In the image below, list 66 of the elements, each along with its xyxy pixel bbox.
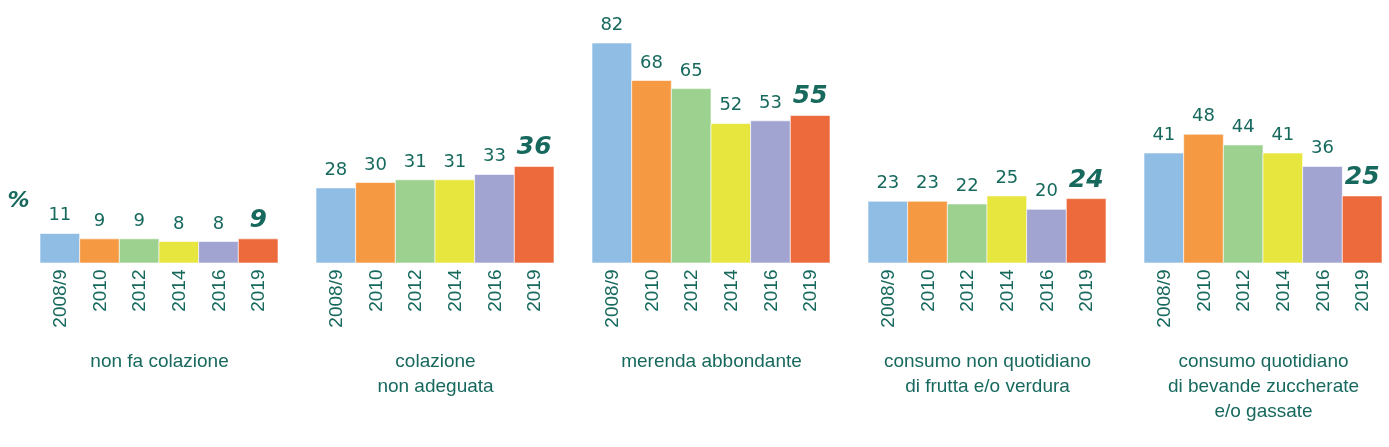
data-label: 9 — [133, 208, 145, 230]
data-label: 36 — [1311, 136, 1334, 158]
data-label: 8 — [173, 211, 185, 233]
data-label: 8 — [212, 211, 225, 233]
x-tick-label: 2019 — [1351, 269, 1373, 312]
x-tick-label: 2010 — [1192, 269, 1214, 312]
data-label: 24 — [1068, 163, 1104, 193]
y-axis-title: % — [7, 186, 30, 212]
data-label: 25 — [1344, 160, 1380, 190]
x-tick-label: 2016 — [207, 269, 229, 312]
x-tick-label: 2012 — [128, 269, 150, 312]
data-label: 31 — [443, 149, 467, 171]
data-label: 25 — [995, 165, 1019, 187]
data-label: 65 — [679, 58, 703, 80]
data-label: 9 — [249, 203, 267, 233]
data-label: 31 — [403, 149, 427, 171]
x-tick-label: 2010 — [88, 269, 110, 312]
x-tick-label: 2016 — [1311, 269, 1333, 312]
x-tick-label: 2014 — [167, 269, 189, 312]
x-tick-label: 2019 — [247, 269, 269, 312]
data-label: 23 — [876, 171, 900, 193]
data-label: 30 — [364, 152, 387, 174]
data-label: 44 — [1231, 114, 1255, 136]
data-label: 48 — [1192, 104, 1215, 126]
x-axis-title: merenda abbondante — [621, 349, 802, 371]
data-label: 36 — [516, 131, 552, 161]
data-label: 23 — [916, 171, 939, 193]
data-label: 33 — [483, 144, 506, 166]
x-tick-label: 2008/9 — [876, 269, 898, 328]
x-tick-label: 2012 — [956, 269, 978, 312]
x-tick-label: 2008/9 — [600, 269, 622, 328]
x-tick-label: 2008/9 — [324, 269, 346, 328]
x-axis-title: consumo non quotidiano di frutta e/o verdura — [883, 349, 1092, 396]
data-label: 55 — [792, 80, 828, 110]
x-tick-label: 2008/9 — [1152, 269, 1174, 328]
x-tick-label: 2010 — [916, 269, 938, 312]
x-tick-label: 2010 — [364, 269, 386, 312]
data-label: 22 — [955, 173, 979, 195]
data-label: 82 — [600, 13, 624, 34]
x-axis-title: colazione non adeguata — [377, 349, 495, 396]
data-label: 41 — [1271, 123, 1295, 144]
data-label: 28 — [324, 157, 348, 179]
data-label: 52 — [719, 93, 743, 115]
x-tick-label: 2014 — [719, 269, 741, 312]
x-tick-label: 2016 — [483, 269, 505, 312]
x-tick-label: 2014 — [995, 269, 1017, 312]
data-label: 68 — [640, 50, 663, 72]
data-label: 41 — [1152, 123, 1176, 144]
x-tick-label: 2008/9 — [48, 269, 70, 328]
x-tick-label: 2016 — [1035, 269, 1057, 312]
x-tick-label: 2014 — [1271, 269, 1293, 312]
x-axis-title: non fa colazione — [90, 349, 229, 371]
x-tick-label: 2016 — [759, 269, 781, 312]
x-tick-label: 2012 — [680, 269, 702, 312]
x-tick-label: 2019 — [523, 269, 545, 312]
x-axis-title: consumo quotidiano di bevande zuccherate e/o gassate — [1167, 349, 1360, 421]
data-label: 11 — [48, 203, 72, 225]
data-label: 20 — [1035, 179, 1058, 201]
x-tick-label: 2019 — [799, 269, 821, 312]
x-tick-label: 2012 — [404, 269, 426, 312]
x-tick-label: 2010 — [640, 269, 662, 312]
x-tick-label: 2019 — [1075, 269, 1097, 312]
data-label: 9 — [93, 208, 106, 230]
data-label: 53 — [759, 90, 782, 112]
x-tick-label: 2014 — [443, 269, 465, 312]
x-tick-label: 2012 — [1232, 269, 1254, 312]
